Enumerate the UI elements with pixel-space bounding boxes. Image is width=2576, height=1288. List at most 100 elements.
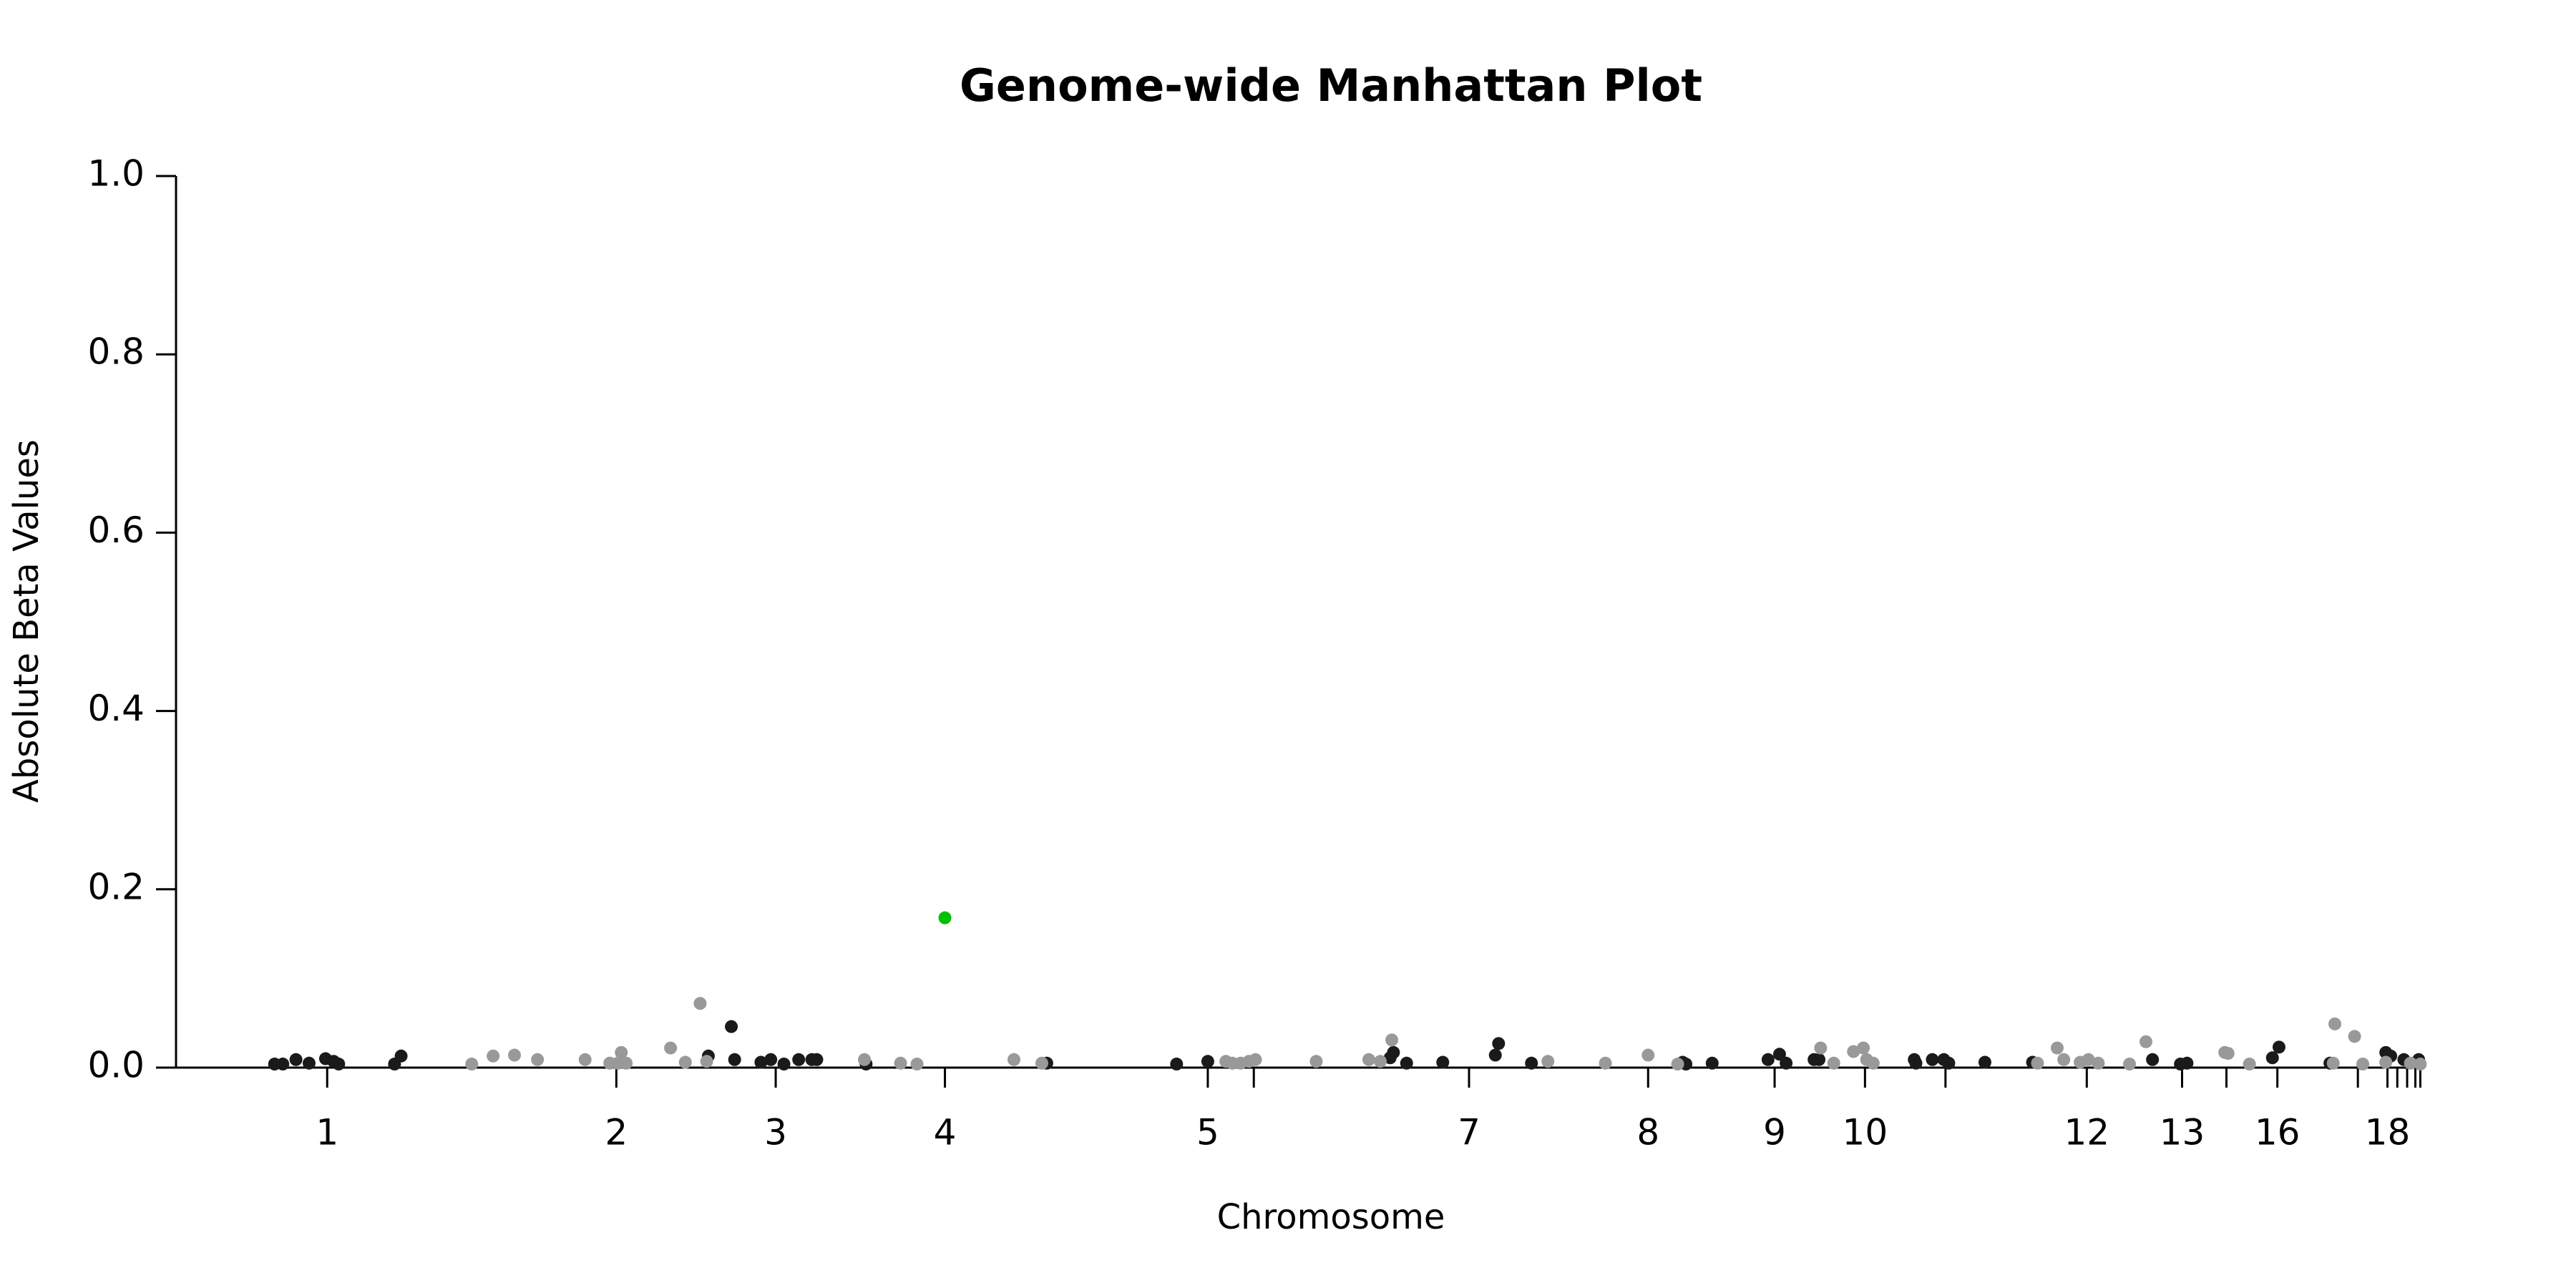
data-point bbox=[1909, 1056, 1923, 1070]
data-point bbox=[894, 1056, 907, 1070]
data-point bbox=[1385, 1033, 1399, 1047]
y-tick-label: 0.8 bbox=[87, 331, 145, 373]
data-point bbox=[531, 1053, 545, 1066]
data-point bbox=[302, 1056, 316, 1070]
data-point bbox=[2092, 1056, 2105, 1070]
data-point bbox=[1436, 1055, 1450, 1069]
data-point bbox=[1249, 1053, 1262, 1066]
data-point bbox=[2180, 1056, 2194, 1070]
data-point bbox=[465, 1058, 479, 1071]
x-tick-label: 12 bbox=[2064, 1112, 2109, 1153]
data-point bbox=[1374, 1055, 1387, 1068]
data-point bbox=[1599, 1056, 1612, 1070]
data-point bbox=[289, 1053, 303, 1066]
data-point bbox=[1492, 1037, 1506, 1050]
x-tick-label: 16 bbox=[2255, 1112, 2301, 1153]
data-point bbox=[1400, 1056, 1413, 1070]
data-point bbox=[1978, 1055, 1991, 1069]
data-point bbox=[2379, 1055, 2393, 1069]
y-tick-label: 0.4 bbox=[87, 688, 145, 729]
data-point bbox=[2348, 1030, 2361, 1043]
data-point bbox=[777, 1058, 791, 1071]
data-point bbox=[700, 1055, 713, 1068]
x-tick-label: 7 bbox=[1458, 1112, 1480, 1153]
data-point bbox=[910, 1058, 924, 1071]
data-point bbox=[1488, 1048, 1502, 1062]
data-point bbox=[1705, 1056, 1719, 1070]
data-point bbox=[2050, 1041, 2064, 1055]
data-point bbox=[1387, 1045, 1400, 1059]
data-point bbox=[1847, 1045, 1860, 1058]
data-point bbox=[332, 1058, 346, 1071]
data-point bbox=[1201, 1055, 1214, 1068]
data-point bbox=[2057, 1053, 2071, 1066]
data-point bbox=[2031, 1056, 2044, 1070]
x-tick-label: 13 bbox=[2160, 1112, 2205, 1153]
data-point bbox=[664, 1041, 678, 1055]
data-point bbox=[2404, 1056, 2417, 1070]
y-tick-label: 0.2 bbox=[87, 866, 145, 907]
data-point bbox=[725, 1020, 738, 1033]
data-point bbox=[1926, 1053, 1939, 1066]
data-point bbox=[1814, 1041, 1828, 1055]
x-tick-label: 5 bbox=[1196, 1112, 1219, 1153]
data-point bbox=[394, 1049, 408, 1063]
data-point bbox=[2139, 1035, 2152, 1048]
data-point bbox=[1641, 1048, 1655, 1062]
data-point bbox=[1857, 1041, 1870, 1055]
data-point bbox=[1170, 1058, 1184, 1071]
data-point bbox=[615, 1045, 628, 1059]
data-point bbox=[938, 911, 952, 924]
data-point bbox=[1813, 1053, 1826, 1066]
y-tick-label: 1.0 bbox=[87, 153, 145, 195]
data-point bbox=[2221, 1047, 2235, 1060]
data-point bbox=[858, 1053, 872, 1066]
data-point bbox=[620, 1056, 633, 1070]
data-point bbox=[1827, 1056, 1840, 1070]
x-tick-label: 9 bbox=[1763, 1112, 1786, 1153]
data-point bbox=[1772, 1048, 1786, 1061]
data-point bbox=[1541, 1055, 1555, 1068]
y-tick-label: 0.0 bbox=[87, 1045, 145, 1086]
x-tick-label: 4 bbox=[934, 1112, 957, 1153]
data-point bbox=[1780, 1056, 1793, 1070]
data-point bbox=[276, 1058, 290, 1071]
data-point bbox=[1761, 1053, 1775, 1066]
data-point bbox=[2243, 1058, 2256, 1071]
x-tick-label: 1 bbox=[316, 1112, 338, 1153]
data-point bbox=[754, 1055, 768, 1069]
data-point bbox=[678, 1055, 692, 1069]
data-point bbox=[1362, 1053, 1375, 1066]
data-point bbox=[487, 1049, 500, 1063]
x-tick-label: 3 bbox=[764, 1112, 787, 1153]
data-point bbox=[1525, 1056, 1538, 1070]
y-axis-title: Absolute Beta Values bbox=[6, 439, 47, 803]
data-point bbox=[2146, 1053, 2160, 1066]
x-axis-title: Chromosome bbox=[1217, 1197, 1445, 1237]
data-point bbox=[2272, 1040, 2285, 1054]
x-tick-label: 8 bbox=[1636, 1112, 1659, 1153]
data-point bbox=[2123, 1058, 2137, 1071]
data-point bbox=[1942, 1056, 1956, 1070]
data-point bbox=[2356, 1058, 2370, 1071]
data-point bbox=[2082, 1053, 2095, 1066]
data-point bbox=[1309, 1055, 1323, 1068]
data-point bbox=[1866, 1056, 1880, 1070]
chart-title: Genome-wide Manhattan Plot bbox=[960, 59, 1702, 112]
data-point bbox=[764, 1053, 778, 1066]
y-tick-label: 0.6 bbox=[87, 509, 145, 551]
data-point bbox=[693, 997, 707, 1010]
data-point bbox=[507, 1048, 521, 1062]
data-point bbox=[578, 1053, 592, 1066]
data-point bbox=[728, 1053, 741, 1066]
x-tick-label: 10 bbox=[1843, 1112, 1888, 1153]
data-point bbox=[792, 1053, 806, 1066]
data-point bbox=[2414, 1058, 2427, 1071]
x-tick-label: 2 bbox=[605, 1112, 628, 1153]
data-point bbox=[810, 1053, 824, 1066]
data-point bbox=[2265, 1051, 2279, 1065]
data-point bbox=[1035, 1056, 1049, 1070]
data-point bbox=[1671, 1058, 1684, 1071]
